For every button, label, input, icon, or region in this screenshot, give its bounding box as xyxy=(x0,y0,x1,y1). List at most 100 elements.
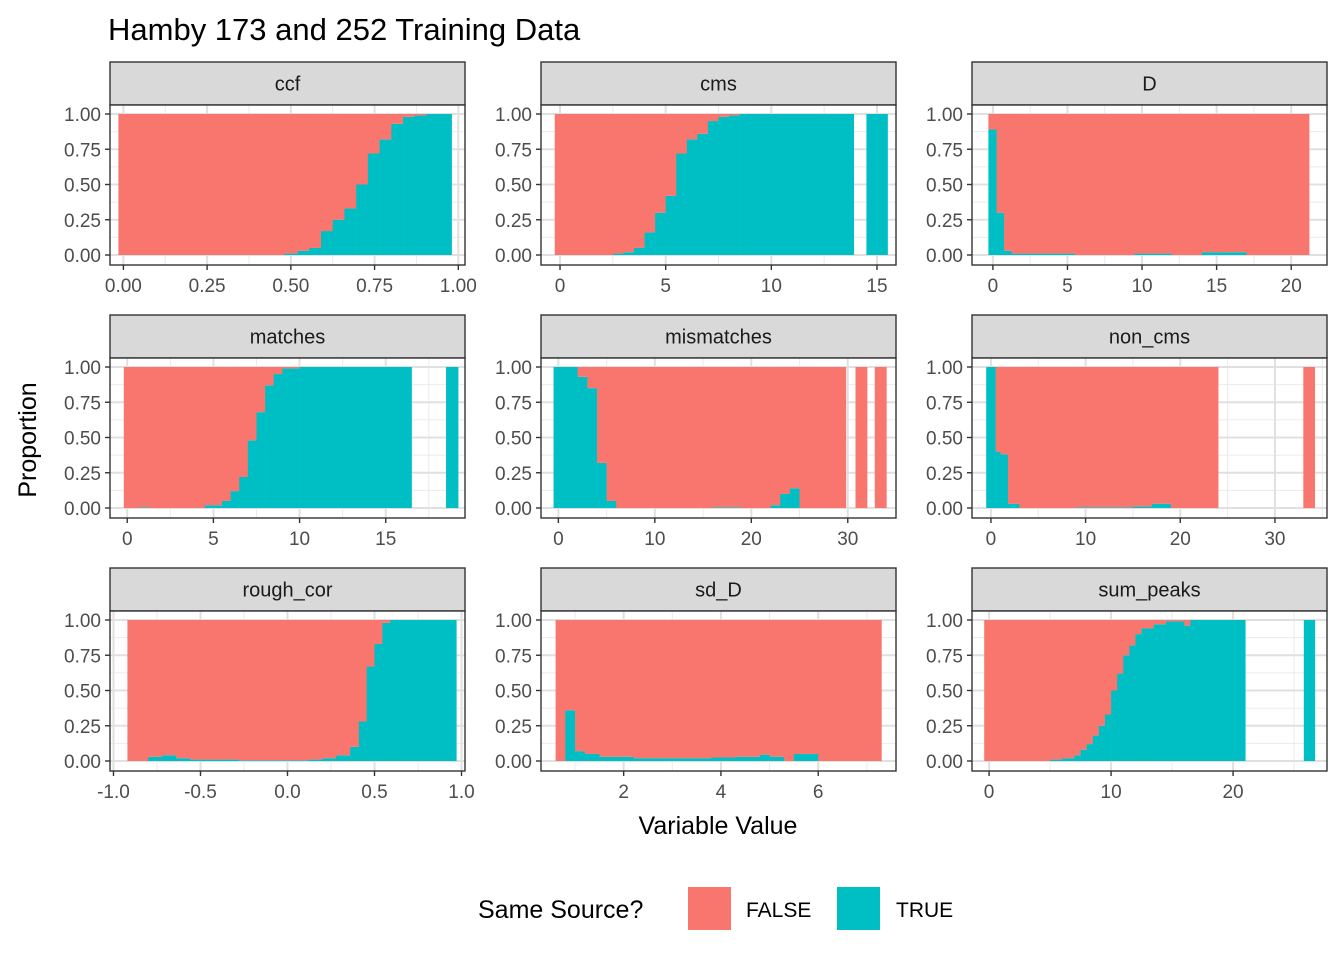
x-axis-title: Variable Value xyxy=(639,812,798,840)
bar-false xyxy=(374,620,383,644)
bar-true xyxy=(633,247,645,255)
bar-false xyxy=(1086,620,1094,745)
x-tick-label: 0 xyxy=(555,276,566,297)
y-tick-label: 0.25 xyxy=(64,717,101,738)
bar-true xyxy=(623,252,635,255)
x-tick-label: 10 xyxy=(1075,529,1096,550)
bar-false xyxy=(139,367,150,508)
x-tick-label: 0 xyxy=(986,529,997,550)
bar-false xyxy=(718,114,730,117)
bar-true xyxy=(676,153,688,255)
facet-ccf: ccf 0.00 0.25 0.50 0.75 1.00 0.00 0.25 0.50 0.75 1… xyxy=(64,61,477,297)
facet-strip xyxy=(971,314,1328,359)
bar-false xyxy=(770,367,781,506)
bar-true xyxy=(1062,758,1075,761)
x-tick-label: 10 xyxy=(761,276,782,297)
x-tick-label: 0.5 xyxy=(361,782,387,803)
y-tick-label: 0.50 xyxy=(64,682,101,703)
bar-false xyxy=(1011,114,1076,254)
bar-false xyxy=(1141,620,1155,629)
y-tick-label: 0.25 xyxy=(64,464,101,485)
x-tick-label: 15 xyxy=(1206,276,1227,297)
y-tick-label: 0.00 xyxy=(926,499,963,520)
bar-false xyxy=(123,367,140,508)
bar-false xyxy=(391,114,404,124)
facet-non_cms: non_cms 0.00 0.25 0.50 0.75 1.00 0 10 20 30 xyxy=(926,314,1328,550)
y-tick-label: 1.00 xyxy=(495,358,532,379)
bars xyxy=(988,114,1310,255)
y-tick-label: 0.75 xyxy=(64,646,101,667)
bar-false xyxy=(204,367,223,506)
bar-true xyxy=(1129,645,1136,761)
bar-false xyxy=(1004,114,1012,251)
y-tick-label: 1.00 xyxy=(64,358,101,379)
bar-true xyxy=(190,759,205,761)
y-tick-label: 1.00 xyxy=(495,105,532,126)
bar-false xyxy=(565,620,576,711)
x-axis: 0 10 20 30 xyxy=(553,518,858,550)
bar-true xyxy=(735,756,761,761)
bar-false xyxy=(633,114,645,248)
bar-true xyxy=(612,253,624,255)
y-axis: 0.00 0.25 0.50 0.75 1.00 xyxy=(926,105,972,267)
bar-true xyxy=(1153,624,1167,761)
x-tick-label: 30 xyxy=(1264,529,1285,550)
bar-false xyxy=(203,620,240,760)
facet-strip xyxy=(540,61,897,106)
y-tick-label: 0.00 xyxy=(495,246,532,267)
bar-true xyxy=(665,195,677,255)
bar-false xyxy=(238,620,309,761)
x-tick-label: 20 xyxy=(1170,529,1191,550)
bar-true xyxy=(222,500,231,508)
bar-true xyxy=(866,114,888,255)
bar-false xyxy=(555,620,566,761)
y-axis: 0.00 0.25 0.50 0.75 1.00 xyxy=(64,358,110,520)
bars xyxy=(123,367,459,508)
bar-true xyxy=(1184,625,1191,761)
y-tick-label: 0.00 xyxy=(64,752,101,773)
x-tick-label: 0 xyxy=(122,529,133,550)
y-tick-label: 0.50 xyxy=(926,429,963,450)
legend-swatch-false xyxy=(688,887,731,930)
bar-true xyxy=(446,367,459,508)
bar-false xyxy=(350,620,360,747)
bar-true xyxy=(308,759,323,761)
facet-strip xyxy=(109,314,466,359)
bar-true xyxy=(204,505,223,508)
bar-false xyxy=(367,114,380,154)
x-tick-label: 10 xyxy=(1131,276,1152,297)
y-tick-label: 0.00 xyxy=(926,246,963,267)
bar-false xyxy=(1092,620,1100,736)
bar-false xyxy=(1153,620,1167,625)
y-tick-label: 0.50 xyxy=(495,176,532,197)
bar-true xyxy=(1050,759,1063,761)
bar-true xyxy=(356,184,369,255)
bar-false xyxy=(1132,367,1153,507)
bar-false xyxy=(1171,114,1203,255)
bar-true xyxy=(322,758,337,761)
bar-true xyxy=(711,757,736,761)
bar-false xyxy=(577,367,588,377)
x-tick-label: 15 xyxy=(866,276,887,297)
bar-true xyxy=(986,367,996,508)
bar-false xyxy=(1104,620,1112,715)
y-tick-label: 0.50 xyxy=(495,682,532,703)
bar-false xyxy=(1165,620,1185,622)
bar-true xyxy=(1000,454,1009,508)
y-axis: 0.00 0.25 0.50 0.75 1.00 xyxy=(495,611,541,773)
legend: Same Source? FALSE TRUE xyxy=(478,887,953,930)
bar-false xyxy=(1170,367,1219,508)
bar-false xyxy=(599,620,634,757)
x-axis: 0.00 0.25 0.50 0.75 1.00 xyxy=(105,265,477,297)
y-tick-label: 0.75 xyxy=(64,393,101,414)
bar-true xyxy=(336,755,351,761)
bar-false xyxy=(711,620,736,758)
x-tick-label: 20 xyxy=(1222,782,1243,803)
bar-false xyxy=(874,367,887,508)
facet-strip xyxy=(540,314,897,359)
bar-true xyxy=(1132,506,1153,508)
bar-true xyxy=(282,368,300,508)
bar-true xyxy=(139,507,150,508)
bar-false xyxy=(741,367,771,508)
